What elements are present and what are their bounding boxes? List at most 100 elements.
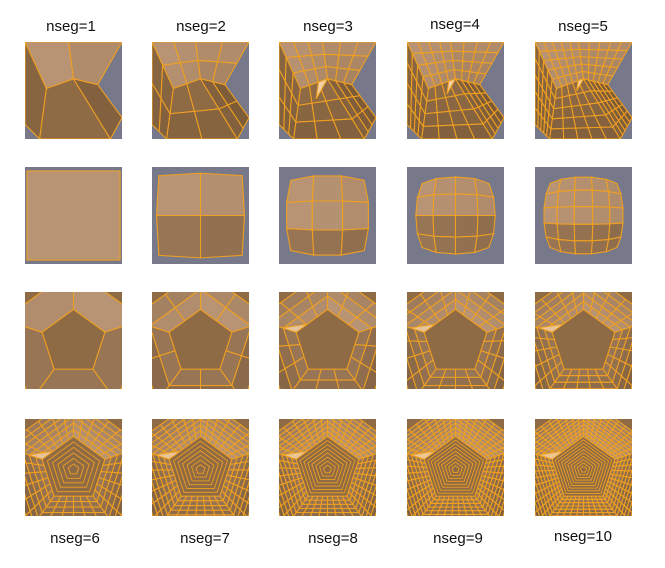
tile-pentagon-nseg-3-sector-3-cell xyxy=(279,344,296,370)
tile-corner-nseg-4-right-cell xyxy=(493,108,504,125)
tile-pentagon-nseg-5-sector-4-cell xyxy=(556,292,564,296)
tile-dense-nseg-8-sector-1-cell xyxy=(372,484,376,497)
tile-corner-nseg-5-top-left-cell xyxy=(569,42,581,51)
tile-corner-nseg-2 xyxy=(152,42,249,139)
tile-face-nseg-3-face-cell xyxy=(286,200,313,231)
tile-face-nseg-4-face-cell xyxy=(433,235,457,255)
tile-pentagon-nseg-4-sector-0-cell xyxy=(458,292,471,300)
tile-pentagon-nseg-4-sector-0-cell xyxy=(492,311,504,325)
tile-corner-nseg-5-top-left-cell xyxy=(570,48,582,59)
highlight-face xyxy=(28,450,54,460)
tile-dense-nseg-9-sector-0-cell xyxy=(498,429,504,437)
tile-dense-nseg-8-sector-2-cell xyxy=(310,512,321,516)
tile-pentagon-nseg-5-sector-1-cell xyxy=(616,375,628,389)
tile-dense-nseg-7-sector-0-cell xyxy=(245,432,249,438)
tile-dense-nseg-7-sector-4-cell xyxy=(159,419,174,430)
tile-dense-nseg-7-sector-0-cell xyxy=(240,445,249,455)
tile-dense-nseg-9-sector-3-cell xyxy=(407,480,412,491)
tile-face-nseg-4-face-cell xyxy=(454,214,479,238)
tile-dense-nseg-7-sector-4-cell xyxy=(182,419,194,426)
pentagon-ring-line xyxy=(311,452,344,484)
tile-dense-nseg-10-sector-4-cell xyxy=(556,419,564,423)
tile-dense-nseg-7-sector-2-cell xyxy=(204,509,216,516)
tile-pentagon-nseg-4-sector-4-cell xyxy=(419,292,439,302)
tile-dense-nseg-7-sector-1-cell xyxy=(237,508,245,516)
tile-dense-nseg-9-sector-3-cell xyxy=(407,453,410,461)
pentagon-ring-line xyxy=(554,439,613,494)
tile-dense-nseg-9-sector-2-cell xyxy=(421,513,431,516)
tile-corner-nseg-5-left-cell xyxy=(546,123,552,139)
tile-pentagon-nseg-4-sector-0-cell xyxy=(484,293,504,313)
tile-dense-nseg-9-sector-3-cell xyxy=(407,475,409,482)
tile-dense-nseg-10-sector-3-cell xyxy=(535,499,541,512)
tile-face-nseg-1-face-cell xyxy=(26,170,121,261)
tile-pentagon-nseg-5-sector-4-cell xyxy=(540,292,560,305)
tile-dense-nseg-10-sector-3-cell xyxy=(535,501,539,514)
tile-dense-nseg-9-sector-0-cell xyxy=(455,419,462,424)
tile-pentagon-nseg-3-sector-4-cell xyxy=(307,292,329,308)
tile-dense-nseg-6 xyxy=(25,419,122,516)
tile-dense-nseg-8-sector-3-cell xyxy=(279,459,283,469)
tile-pentagon-nseg-4-sector-2-cell xyxy=(454,385,473,389)
tile-face-nseg-5-face-cell xyxy=(592,206,611,225)
tile-pentagon-nseg-4-sector-0-cell xyxy=(485,316,504,330)
tile-dense-nseg-10-sector-0-cell xyxy=(623,443,632,450)
pentagon-ring-line xyxy=(57,452,90,484)
pentagon-ring-line xyxy=(567,452,600,484)
tile-pentagon-nseg-5-sector-2-cell xyxy=(576,381,591,389)
tile-dense-nseg-9-sector-2-cell xyxy=(457,499,465,504)
tile-dense-nseg-7-sector-0-cell xyxy=(236,424,249,436)
tile-pentagon-nseg-5-sector-0-cell xyxy=(620,298,632,313)
highlight-face xyxy=(538,323,564,333)
tile-face-nseg-2-face-cell xyxy=(155,172,202,217)
label-nseg-2: nseg=2 xyxy=(176,18,226,35)
tile-dense-nseg-9-sector-1-cell xyxy=(498,507,504,516)
tile-dense-nseg-8-sector-3-cell xyxy=(279,467,285,477)
tile-dense-nseg-6-sector-3-cell xyxy=(25,475,28,486)
tile-dense-nseg-8-sector-3-cell xyxy=(279,475,284,486)
tile-dense-nseg-6-sector-0-cell xyxy=(115,429,122,439)
tile-dense-nseg-9-sector-1-cell xyxy=(501,453,504,461)
tile-face-nseg-4-face-cell xyxy=(454,176,478,196)
tile-face-nseg-5-face-cell xyxy=(573,206,594,225)
tile-dense-nseg-10-sector-0-cell xyxy=(628,431,632,436)
tile-dense-nseg-7-sector-4-cell xyxy=(170,419,178,423)
tile-face-nseg-4-face-cell xyxy=(454,235,478,255)
tile-dense-nseg-8 xyxy=(279,419,376,516)
tile-dense-nseg-7-sector-2-cell xyxy=(166,514,178,516)
tile-pentagon-nseg-5-sector-0-cell xyxy=(615,303,632,318)
tile-corner-nseg-5-top-right-cell xyxy=(579,56,590,66)
tile-pentagon-nseg-5-sector-4-cell xyxy=(571,292,575,294)
tile-face-nseg-5-face-cell xyxy=(556,189,576,208)
tile-dense-nseg-7 xyxy=(152,419,249,516)
tile-dense-nseg-10 xyxy=(535,419,632,516)
tile-pentagon-nseg-4-sector-1-cell xyxy=(493,375,504,389)
tile-dense-nseg-7-sector-0-cell xyxy=(199,419,209,425)
tile-dense-nseg-9-sector-1-cell xyxy=(500,488,504,500)
tile-dense-nseg-7-sector-1-cell xyxy=(245,453,249,463)
tile-corner-nseg-1-right-cell xyxy=(72,78,122,139)
tile-face-nseg-3-face-cell xyxy=(311,175,344,202)
tile-dense-nseg-6-sector-3-cell xyxy=(25,483,32,500)
tile-dense-nseg-10-sector-4-cell xyxy=(571,419,575,421)
tile-dense-nseg-9-sector-4-cell xyxy=(434,419,437,421)
tile-dense-nseg-9-sector-0-cell xyxy=(497,447,504,455)
tile-pentagon-nseg-5-sector-2-cell xyxy=(588,381,605,389)
tile-corner-nseg-5-top-right-cell xyxy=(578,42,590,51)
tile-dense-nseg-9-sector-0-cell xyxy=(499,438,504,446)
tile-corner-nseg-4-front-cell xyxy=(421,125,440,139)
tile-dense-nseg-9-sector-3-cell xyxy=(407,499,410,511)
label-nseg-1: nseg=1 xyxy=(46,18,96,35)
tile-face-nseg-5-face-cell xyxy=(591,223,611,242)
tile-dense-nseg-7-sector-0-cell xyxy=(245,444,249,450)
tile-corner-nseg-4-front-cell xyxy=(467,123,493,139)
highlight-face xyxy=(410,450,436,460)
tile-pentagon-nseg-3-sector-0-cell xyxy=(364,302,376,319)
tile-dense-nseg-8-sector-4-cell xyxy=(320,419,325,422)
tile-dense-nseg-7-sector-2-cell xyxy=(203,500,213,507)
pentagon-ring-line xyxy=(557,442,610,492)
tile-dense-nseg-6-sector-1-cell xyxy=(119,475,122,486)
tile-pentagon-nseg-3-sector-1-cell xyxy=(354,361,371,389)
tile-face-nseg-5-face-cell xyxy=(574,240,593,255)
tile-dense-nseg-8-sector-3-cell xyxy=(279,504,285,516)
